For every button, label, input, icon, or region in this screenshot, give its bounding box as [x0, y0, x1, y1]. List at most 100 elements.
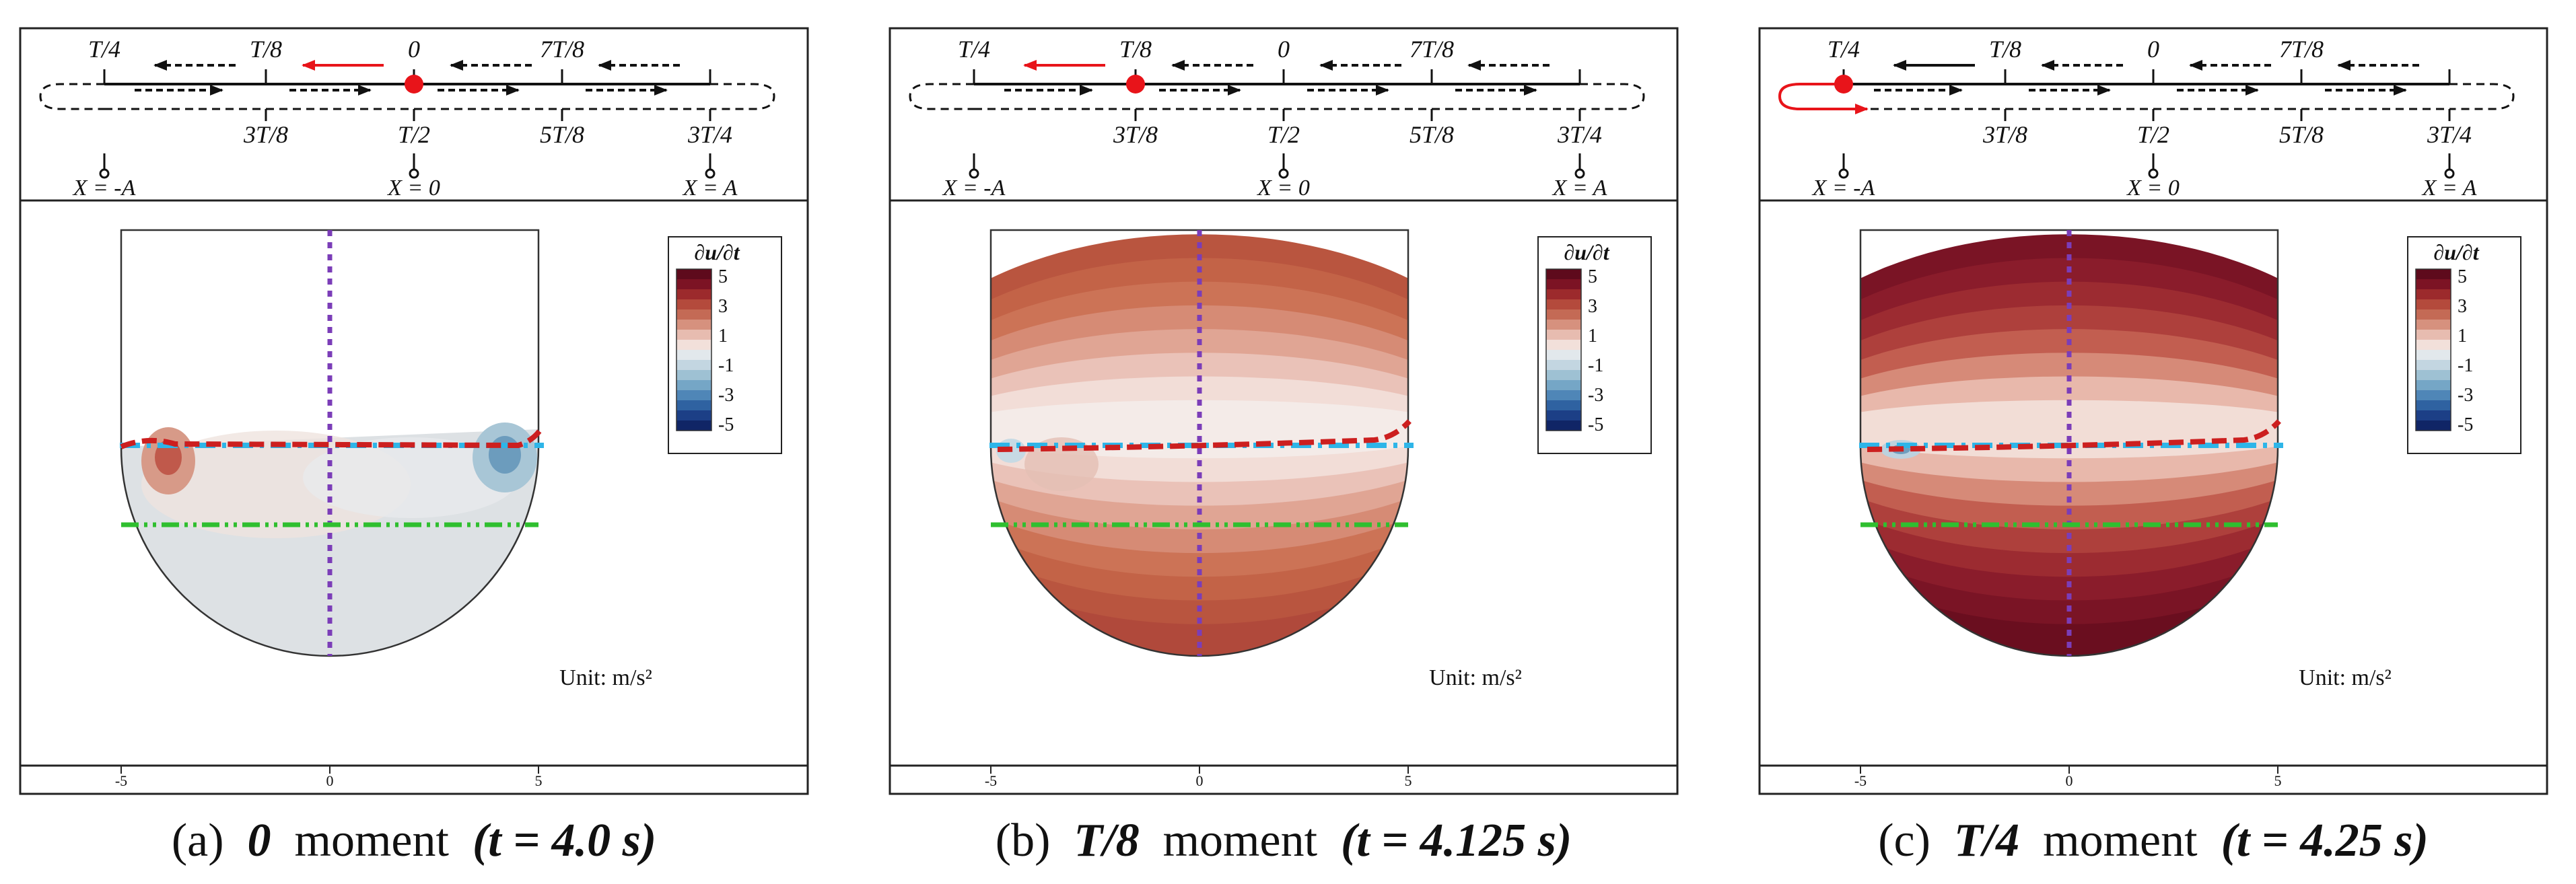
colorbar-swatch — [1546, 380, 1581, 391]
colorbar-swatch — [2416, 269, 2451, 280]
colorbar-title: ∂u/∂t — [1564, 240, 1609, 264]
bottom-time-label: 5T/8 — [540, 121, 584, 148]
position-pin-head — [99, 168, 110, 179]
bottom-time-label: 3T/8 — [243, 121, 288, 148]
colorbar-tick-label: 5 — [718, 266, 728, 287]
x-axis-tick-label: 5 — [2274, 772, 2282, 789]
colorbar-tick-label: -5 — [718, 414, 734, 435]
colorbar-swatch — [2416, 370, 2451, 381]
colorbar: ∂u/∂t5 3 1 -1 -3 -5 — [2407, 236, 2521, 454]
x-axis-tick-label: -5 — [985, 772, 997, 789]
colorbar-swatch — [2416, 410, 2451, 421]
field-hotspot — [155, 440, 182, 475]
colorbar-outline — [2415, 268, 2451, 431]
colorbar-title: ∂u/∂t — [2433, 240, 2479, 264]
position-pin-head — [705, 168, 716, 179]
colorbar-title: ∂u/∂t — [694, 240, 740, 264]
caption-middle: moment — [1163, 815, 1341, 867]
colorbar-swatch — [676, 289, 711, 300]
colorbar-swatch — [2416, 350, 2451, 361]
colorbar-tick-label: -1 — [1588, 355, 1603, 376]
top-time-label: T/8 — [250, 36, 282, 63]
top-time-label: T/4 — [958, 36, 990, 63]
caption-time: (t = 4.25 s) — [2221, 815, 2429, 867]
colorbar-swatch — [1546, 279, 1581, 290]
position-label: X = A — [2421, 176, 2477, 200]
colorbar-tick-label: -5 — [1588, 414, 1603, 435]
position-label: X = 0 — [386, 176, 440, 200]
motion-schematic: T/4 T/8 0 7T/8 3T/8 T/2 5T/8 3T/4 X = -A X = 0 X =… — [889, 27, 1679, 202]
unit-label: Unit: m/s² — [559, 665, 652, 690]
colorbar-tick-label: 5 — [2458, 266, 2467, 287]
colorbar-swatch — [1546, 390, 1581, 401]
caption-middle: moment — [2043, 815, 2221, 867]
x-axis-tick-label: 5 — [535, 772, 543, 789]
top-time-label: 7T/8 — [540, 36, 584, 63]
colorbar-swatch — [1546, 340, 1581, 351]
left-turn-loop — [909, 83, 974, 110]
colorbar-swatch — [2416, 400, 2451, 411]
colorbar-swatch — [2416, 340, 2451, 351]
colorbar-swatch — [1546, 330, 1581, 340]
colorbar-swatch — [1546, 400, 1581, 411]
top-time-label: T/4 — [88, 36, 120, 63]
x-axis-tick-label: -5 — [1854, 772, 1867, 789]
bottom-time-label: T/2 — [398, 121, 430, 148]
colorbar-tick-label: 1 — [1588, 326, 1597, 346]
tank-outline — [989, 229, 1409, 657]
bottom-time-label: 3T/8 — [1113, 121, 1158, 148]
colorbar-swatch — [2416, 299, 2451, 310]
colorbar-tick-label: 3 — [2458, 296, 2467, 317]
position-pin-head — [969, 168, 979, 179]
colorbar-outline — [1545, 268, 1582, 431]
colorbar-tick-label: 3 — [1588, 296, 1597, 317]
colorbar-swatch — [1546, 320, 1581, 330]
motion-schematic: T/4 T/8 0 7T/8 3T/8 T/2 5T/8 3T/4 X = -A X = 0 X =… — [1758, 27, 2548, 202]
position-label: X = -A — [1811, 176, 1875, 200]
caption-moment: 0 — [248, 815, 295, 867]
colorbar-swatch — [1546, 299, 1581, 310]
panel-a: T/4 T/8 0 7T/8 3T/8 T/2 5T/8 3T/4 X = -A X = 0 X =… — [19, 27, 809, 867]
top-time-label: T/8 — [1989, 36, 2021, 63]
colorbar-swatch — [676, 400, 711, 411]
motion-schematic: T/4 T/8 0 7T/8 3T/8 T/2 5T/8 3T/4 X = -A X = 0 X =… — [19, 27, 809, 202]
red-turn-path — [1778, 83, 1869, 114]
top-time-label: T/4 — [1827, 36, 1860, 63]
colorbar-swatch — [2416, 360, 2451, 371]
colorbar-swatch — [2416, 279, 2451, 290]
colorbar-swatch — [676, 420, 711, 431]
liquid-field — [121, 422, 538, 656]
colorbar: ∂u/∂t5 3 1 -1 -3 -5 — [1537, 236, 1652, 454]
position-marker — [1834, 75, 1853, 94]
colorbar-swatch — [2416, 289, 2451, 300]
position-pin-head — [1574, 168, 1585, 179]
position-label: X = 0 — [1256, 176, 1310, 200]
field-coldspot — [489, 436, 521, 474]
position-pin-head — [1278, 168, 1289, 179]
position-label: X = -A — [942, 176, 1006, 200]
x-axis-tick-label: 5 — [1405, 772, 1412, 789]
colorbar-tick-label: -1 — [718, 355, 734, 376]
tank-outline — [1859, 229, 2279, 657]
top-time-label: 0 — [408, 36, 420, 63]
colorbar-swatch — [2416, 420, 2451, 431]
caption-prefix: (b) — [996, 815, 1074, 867]
unit-label: Unit: m/s² — [1429, 665, 1522, 690]
colorbar-swatch — [1546, 269, 1581, 280]
colorbar-swatch — [2416, 330, 2451, 340]
bottom-time-label: 3T/4 — [1557, 121, 1602, 148]
top-time-label: 0 — [1278, 36, 1290, 63]
colorbar-swatch — [676, 380, 711, 391]
position-pin-head — [2148, 168, 2159, 179]
bottom-time-label: T/2 — [1267, 121, 1300, 148]
tank-outline — [120, 229, 540, 657]
field-patch — [303, 437, 518, 518]
caption-prefix: (c) — [1878, 815, 1954, 867]
colorbar-tick-label: 3 — [718, 296, 728, 317]
x-axis-tick-label: -5 — [115, 772, 127, 789]
position-marker — [1126, 75, 1145, 94]
free-surface-line — [1867, 419, 2281, 452]
caption-time: (t = 4.0 s) — [473, 815, 656, 867]
